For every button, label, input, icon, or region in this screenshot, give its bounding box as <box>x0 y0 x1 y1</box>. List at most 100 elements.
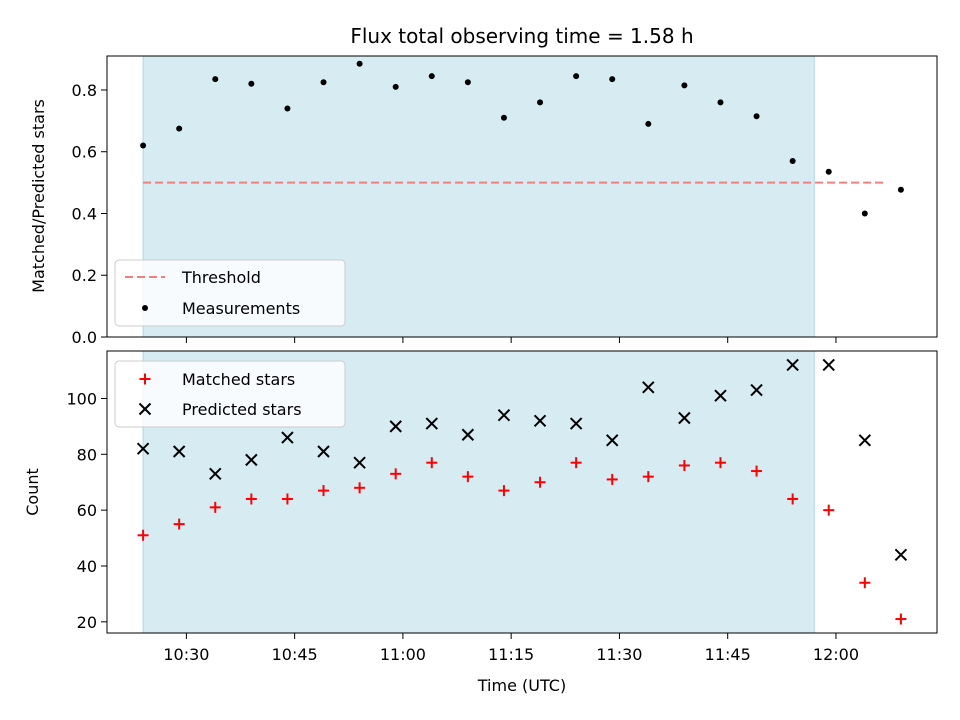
matched-stars-point <box>390 468 402 480</box>
x-tick-label: 10:45 <box>272 645 318 664</box>
measurement-point <box>537 99 544 106</box>
count-y-tick-label: 40 <box>77 557 97 576</box>
predicted-stars-point <box>786 358 799 372</box>
x-tick-label: 12:00 <box>813 645 859 664</box>
matched-stars-point <box>714 457 726 469</box>
count-y-tick-label: 20 <box>77 613 97 632</box>
ratio-y-tick-label: 0.8 <box>72 81 97 100</box>
matched-stars-point <box>462 471 474 483</box>
predicted-stars-point-b <box>209 467 222 481</box>
measurement-point <box>500 114 507 121</box>
legend-threshold-label: Threshold <box>181 268 261 287</box>
predicted-stars-point <box>533 414 547 428</box>
measurement-point <box>212 76 219 83</box>
ratio-plot-frame <box>106 55 938 338</box>
count-plot-frame <box>106 350 938 634</box>
matched-stars-point <box>498 485 510 497</box>
x-tick-label: 10:30 <box>163 645 209 664</box>
matched-stars-point <box>318 485 330 497</box>
legend-measurements-swatch <box>142 305 148 311</box>
chart-title: Flux total observing time = 1.58 h <box>350 24 693 48</box>
measurement-point <box>428 73 435 80</box>
measurement-point <box>140 142 147 149</box>
legend-predicted-label: Predicted stars <box>182 400 302 419</box>
predicted-stars-point <box>750 383 763 397</box>
predicted-stars-point <box>894 548 908 562</box>
matched-stars-point <box>245 493 257 505</box>
measurement-point <box>897 186 904 193</box>
measurement-point <box>392 83 399 90</box>
legend-predicted-swatch-b <box>138 402 152 416</box>
measurement-point <box>176 125 183 132</box>
count-y-tick-label: 100 <box>66 389 97 408</box>
predicted-stars-point-b <box>389 420 402 433</box>
legend-matched-label: Matched stars <box>182 370 295 389</box>
measurement-point <box>717 99 724 106</box>
ratio-y-tick-label: 0.0 <box>72 328 97 347</box>
matched-stars-point <box>606 473 618 485</box>
matched-stars-point <box>173 518 185 530</box>
predicted-stars-point <box>714 389 727 402</box>
predicted-stars-point <box>245 453 258 467</box>
measurement-point <box>825 168 832 175</box>
matched-stars-point <box>751 465 763 477</box>
measurement-point <box>753 113 760 120</box>
measurement-point <box>284 105 291 112</box>
predicted-stars-point-b <box>569 417 583 430</box>
matched-stars-point <box>570 457 582 469</box>
measurement-point <box>645 120 652 127</box>
predicted-stars-point-b <box>281 431 294 444</box>
measurement-point <box>356 60 363 67</box>
ratio-panel: 0.00.20.40.60.8 Matched/Predicted stars … <box>29 55 938 347</box>
matched-stars-point <box>281 493 293 505</box>
measurement-point <box>573 73 580 80</box>
predicted-stars-point <box>858 434 872 447</box>
predicted-stars-point <box>172 445 186 458</box>
predicted-stars-point <box>353 456 366 469</box>
x-tick-label: 11:30 <box>596 645 642 664</box>
predicted-stars-point <box>569 417 583 430</box>
ratio-y-tick-label: 0.4 <box>72 204 97 223</box>
predicted-stars-point-b <box>678 411 691 425</box>
matched-stars-point <box>209 501 221 513</box>
predicted-stars-point <box>136 442 150 455</box>
measurement-point <box>320 79 327 86</box>
matched-stars-point <box>787 493 799 505</box>
predicted-stars-point <box>281 431 294 444</box>
predicted-stars-point-b <box>786 358 799 372</box>
measurement-point <box>789 157 796 164</box>
predicted-stars-point <box>497 409 511 422</box>
measurement-point <box>464 79 471 86</box>
predicted-stars-point <box>822 358 835 372</box>
ratio-y-tick-label: 0.2 <box>72 266 97 285</box>
count-y-axis-label: Count <box>23 468 42 516</box>
predicted-stars-point-b <box>750 383 763 397</box>
predicted-stars-point <box>425 417 438 430</box>
matched-stars-point <box>678 459 690 471</box>
matched-stars-point <box>426 457 438 469</box>
predicted-stars-point-b <box>497 409 511 422</box>
predicted-stars-point-b <box>894 548 908 562</box>
count-panel: 20 40 60 80 100 10:30 10:45 11:00 11:15 11:30 11:… <box>23 350 938 695</box>
predicted-stars-point-b <box>642 381 655 394</box>
count-legend-box <box>114 360 346 428</box>
measurement-point <box>248 80 255 87</box>
predicted-stars-point-b <box>245 453 258 467</box>
matched-stars-point <box>823 504 835 516</box>
measurement-point <box>681 82 688 89</box>
measurement-point <box>861 210 868 217</box>
matched-stars-point <box>354 482 366 494</box>
x-tick-label: 11:15 <box>488 645 534 664</box>
matched-stars-point <box>137 529 149 541</box>
predicted-stars-point <box>678 411 691 425</box>
predicted-stars-point-b <box>858 434 872 447</box>
measurement-point <box>609 76 616 83</box>
ratio-legend-box <box>114 259 346 327</box>
count-y-tick-label: 60 <box>77 501 97 520</box>
ratio-y-tick-label: 0.6 <box>72 143 97 162</box>
legend-predicted-swatch <box>138 402 152 416</box>
x-axis-label: Time (UTC) <box>477 676 566 695</box>
matched-stars-point <box>534 476 546 488</box>
predicted-stars-point-b <box>353 456 366 469</box>
